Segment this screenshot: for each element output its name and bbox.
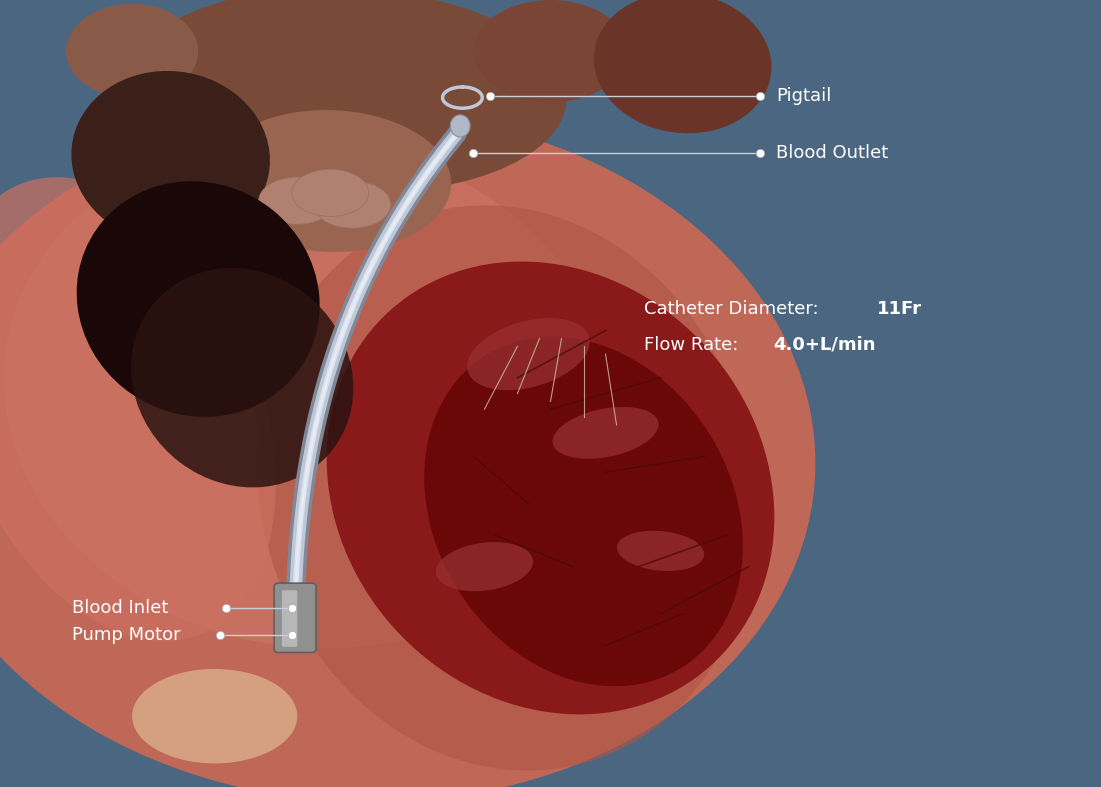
Ellipse shape [450, 115, 470, 137]
Text: Catheter Diameter:: Catheter Diameter: [644, 300, 825, 317]
Text: Pigtail: Pigtail [776, 87, 831, 105]
Ellipse shape [259, 177, 336, 224]
Text: 11Fr: 11Fr [876, 300, 922, 317]
Ellipse shape [66, 4, 198, 98]
Ellipse shape [3, 139, 613, 648]
Text: Blood Inlet: Blood Inlet [72, 599, 168, 616]
Text: 4.0+L/min: 4.0+L/min [773, 336, 875, 353]
FancyBboxPatch shape [282, 590, 297, 647]
Ellipse shape [132, 669, 297, 763]
Ellipse shape [424, 337, 743, 686]
Ellipse shape [553, 407, 658, 459]
Ellipse shape [473, 0, 628, 102]
Ellipse shape [72, 71, 270, 244]
Ellipse shape [314, 181, 391, 228]
Ellipse shape [593, 0, 772, 133]
Ellipse shape [127, 0, 567, 194]
Ellipse shape [617, 530, 705, 571]
Ellipse shape [436, 542, 533, 591]
Ellipse shape [0, 111, 816, 787]
Text: Flow Rate:: Flow Rate: [644, 336, 744, 353]
Text: Blood Outlet: Blood Outlet [776, 145, 889, 162]
FancyBboxPatch shape [274, 583, 316, 652]
Ellipse shape [292, 169, 369, 216]
Ellipse shape [209, 110, 451, 252]
Text: Pump Motor: Pump Motor [72, 626, 181, 644]
Ellipse shape [467, 318, 590, 390]
Ellipse shape [0, 177, 275, 641]
Ellipse shape [258, 205, 755, 770]
Ellipse shape [131, 268, 353, 487]
Ellipse shape [77, 181, 319, 417]
Ellipse shape [327, 261, 774, 715]
